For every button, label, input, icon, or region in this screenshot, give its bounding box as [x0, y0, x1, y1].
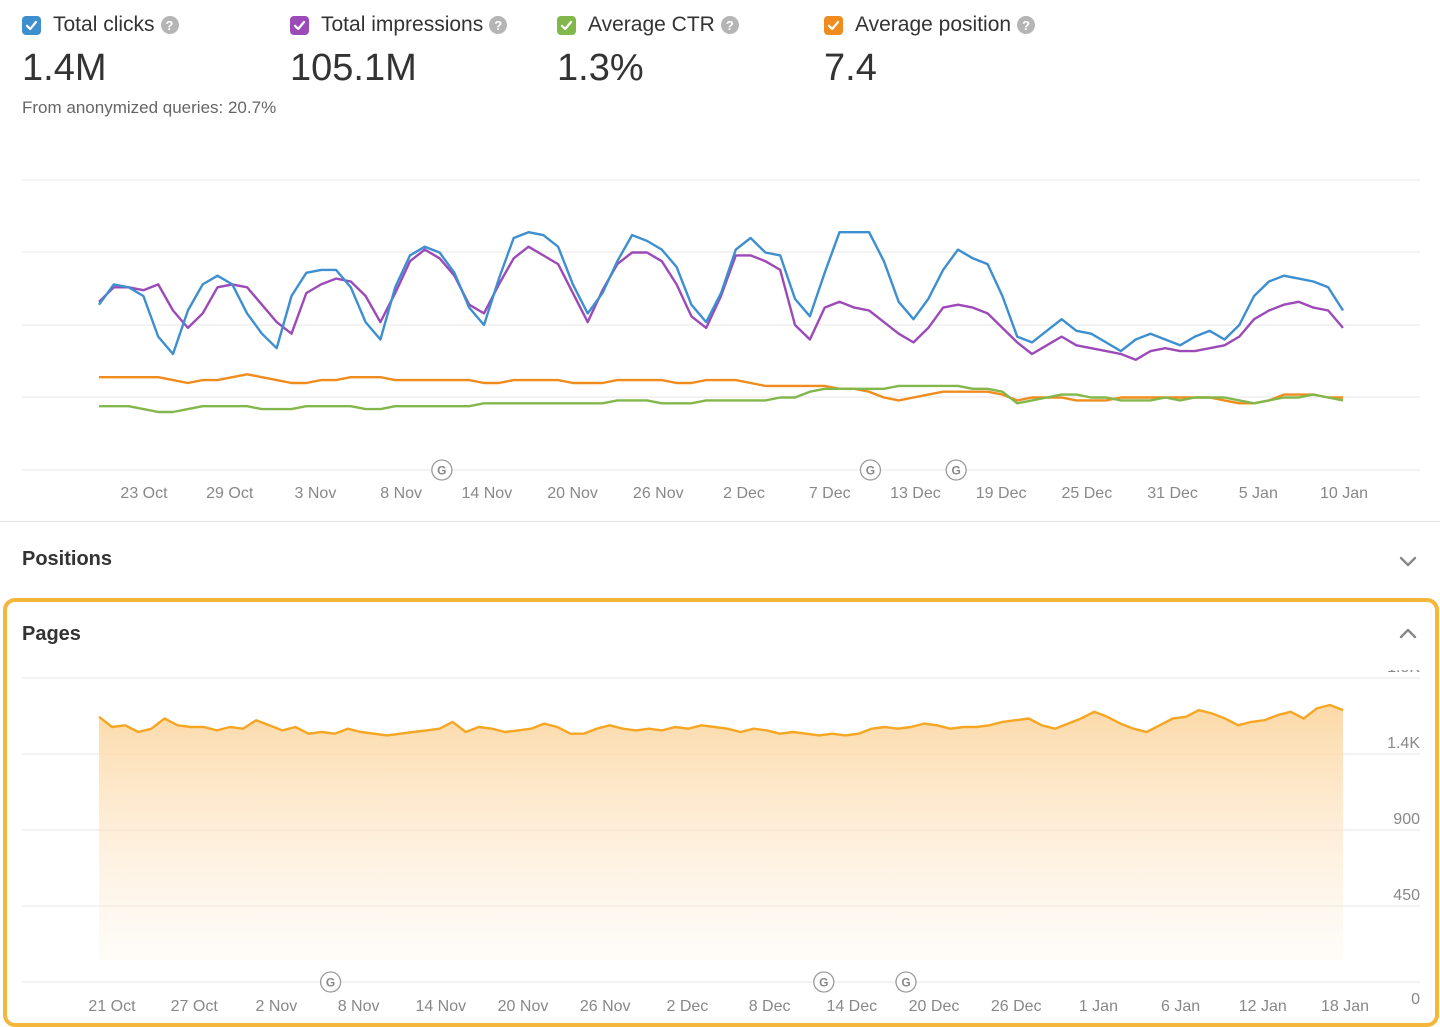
metric-label: Total impressions	[321, 13, 484, 36]
x-tick-label: 20 Nov	[498, 998, 549, 1015]
pages-area-chart: 0 450 900 1.4K 1.8K 21 Oct 27 Oct 2 Nov 8 Nov 14 …	[22, 670, 1420, 1015]
metric-total-clicks: Total clicks ? 1.4M	[22, 10, 179, 90]
chevron-up-icon[interactable]	[1397, 622, 1419, 644]
x-tick-label: 25 Dec	[1062, 485, 1113, 502]
x-tick-label: 3 Nov	[295, 485, 337, 502]
x-tick-label: 8 Dec	[749, 998, 791, 1015]
google-marker-glyph: G	[437, 464, 446, 478]
series-line-total-clicks	[98, 230, 1345, 356]
x-tick-label: 14 Nov	[415, 998, 466, 1015]
y-tick-label: 1.4K	[1387, 735, 1420, 752]
metric-label: Average position	[855, 13, 1012, 36]
anonymized-queries-note: From anonymized queries: 20.7%	[22, 98, 277, 117]
x-tick-label: 26 Nov	[633, 485, 684, 502]
google-update-marker[interactable]: G	[859, 459, 882, 481]
google-marker-glyph: G	[866, 464, 875, 478]
x-tick-label: 27 Oct	[171, 998, 219, 1015]
checkbox-total-impressions[interactable]	[290, 15, 309, 35]
x-tick-label: 20 Nov	[547, 485, 598, 502]
metric-value: 1.3%	[557, 47, 644, 89]
x-tick-label: 6 Jan	[1161, 998, 1200, 1015]
google-marker-circle	[945, 459, 967, 481]
google-marker-circle	[859, 459, 882, 481]
x-tick-label: 14 Dec	[826, 998, 877, 1015]
google-update-marker[interactable]: G	[895, 971, 917, 993]
x-tick-label: 8 Nov	[380, 485, 422, 502]
google-marker-circle	[431, 459, 453, 481]
x-tick-label: 7 Dec	[809, 485, 851, 502]
y-tick-label: 900	[1393, 811, 1420, 828]
x-tick-label: 10 Jan	[1320, 485, 1368, 502]
section-divider	[0, 521, 1440, 522]
x-tick-label: 31 Dec	[1147, 485, 1198, 502]
y-tick-label: 1.8K	[1387, 670, 1420, 676]
google-marker-glyph: G	[951, 464, 960, 478]
x-tick-label: 2 Dec	[667, 998, 709, 1015]
google-marker-glyph: G	[901, 976, 910, 990]
checkbox-average-ctr[interactable]	[557, 15, 576, 35]
google-update-marker[interactable]: G	[945, 459, 967, 481]
performance-line-chart: 23 Oct 29 Oct 3 Nov 8 Nov 14 Nov 20 Nov 26 Nov…	[22, 179, 1420, 502]
checkbox-total-clicks[interactable]	[22, 15, 41, 35]
x-tick-label: 14 Nov	[462, 485, 513, 502]
x-tick-label: 29 Oct	[206, 485, 254, 502]
google-marker-circle	[319, 971, 342, 993]
x-tick-label: 26 Nov	[580, 998, 631, 1015]
pages-section-title[interactable]: Pages	[22, 623, 81, 645]
x-tick-label: 18 Jan	[1321, 998, 1369, 1015]
help-icon[interactable]: ?	[720, 16, 739, 34]
x-tick-label: 19 Dec	[976, 485, 1027, 502]
y-tick-label: 0	[1411, 991, 1420, 1008]
google-update-marker[interactable]: G	[319, 971, 342, 993]
help-icon[interactable]: ?	[160, 16, 179, 34]
google-update-marker[interactable]: G	[431, 459, 453, 481]
google-update-marker[interactable]: G	[813, 971, 835, 993]
metric-total-impressions: Total impressions ? 105.1M	[290, 10, 508, 90]
metric-label: Average CTR	[588, 13, 715, 36]
x-tick-label: 5 Jan	[1239, 485, 1278, 502]
metrics-bar: Total clicks ? 1.4M Total impressions ? …	[22, 10, 1422, 90]
checkbox-average-position[interactable]	[824, 15, 843, 35]
metric-value: 105.1M	[290, 47, 417, 89]
help-icon[interactable]: ?	[1017, 16, 1036, 34]
chevron-down-icon[interactable]	[1397, 550, 1419, 572]
area-fill-pages	[99, 705, 1343, 960]
x-tick-label: 2 Nov	[256, 998, 298, 1015]
x-tick-label: 20 Dec	[909, 998, 960, 1015]
google-marker-circle	[895, 971, 917, 993]
google-marker-glyph: G	[326, 976, 335, 990]
x-tick-label: 26 Dec	[991, 998, 1042, 1015]
y-tick-label: 450	[1393, 887, 1420, 904]
help-icon[interactable]: ?	[489, 16, 508, 34]
series-line-pages	[98, 703, 1344, 737]
metric-value: 7.4	[824, 47, 877, 89]
x-tick-label: 23 Oct	[120, 485, 168, 502]
pages-section	[3, 598, 1439, 1027]
series-line-average-position	[99, 373, 1343, 405]
metric-value: 1.4M	[22, 47, 107, 89]
x-tick-label: 1 Jan	[1079, 998, 1118, 1015]
metric-label: Total clicks	[53, 13, 155, 36]
metric-average-ctr: Average CTR ? 1.3%	[557, 10, 739, 90]
x-tick-label: 13 Dec	[890, 485, 941, 502]
google-marker-glyph: G	[819, 976, 828, 990]
x-tick-label: 8 Nov	[338, 998, 380, 1015]
metric-average-position: Average position ? 7.4	[824, 10, 1036, 90]
positions-section-title[interactable]: Positions	[22, 548, 113, 570]
x-tick-label: 2 Dec	[723, 485, 765, 502]
series-line-total-impressions	[98, 245, 1344, 362]
series-line-average-ctr	[99, 384, 1344, 414]
google-marker-circle	[813, 971, 835, 993]
x-tick-label: 12 Jan	[1239, 998, 1287, 1015]
x-tick-label: 21 Oct	[88, 998, 136, 1015]
